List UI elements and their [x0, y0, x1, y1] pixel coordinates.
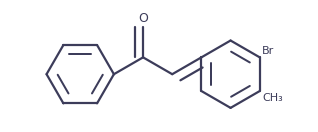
Text: Br: Br [262, 46, 274, 56]
Text: CH₃: CH₃ [262, 93, 283, 103]
Text: O: O [138, 12, 148, 25]
